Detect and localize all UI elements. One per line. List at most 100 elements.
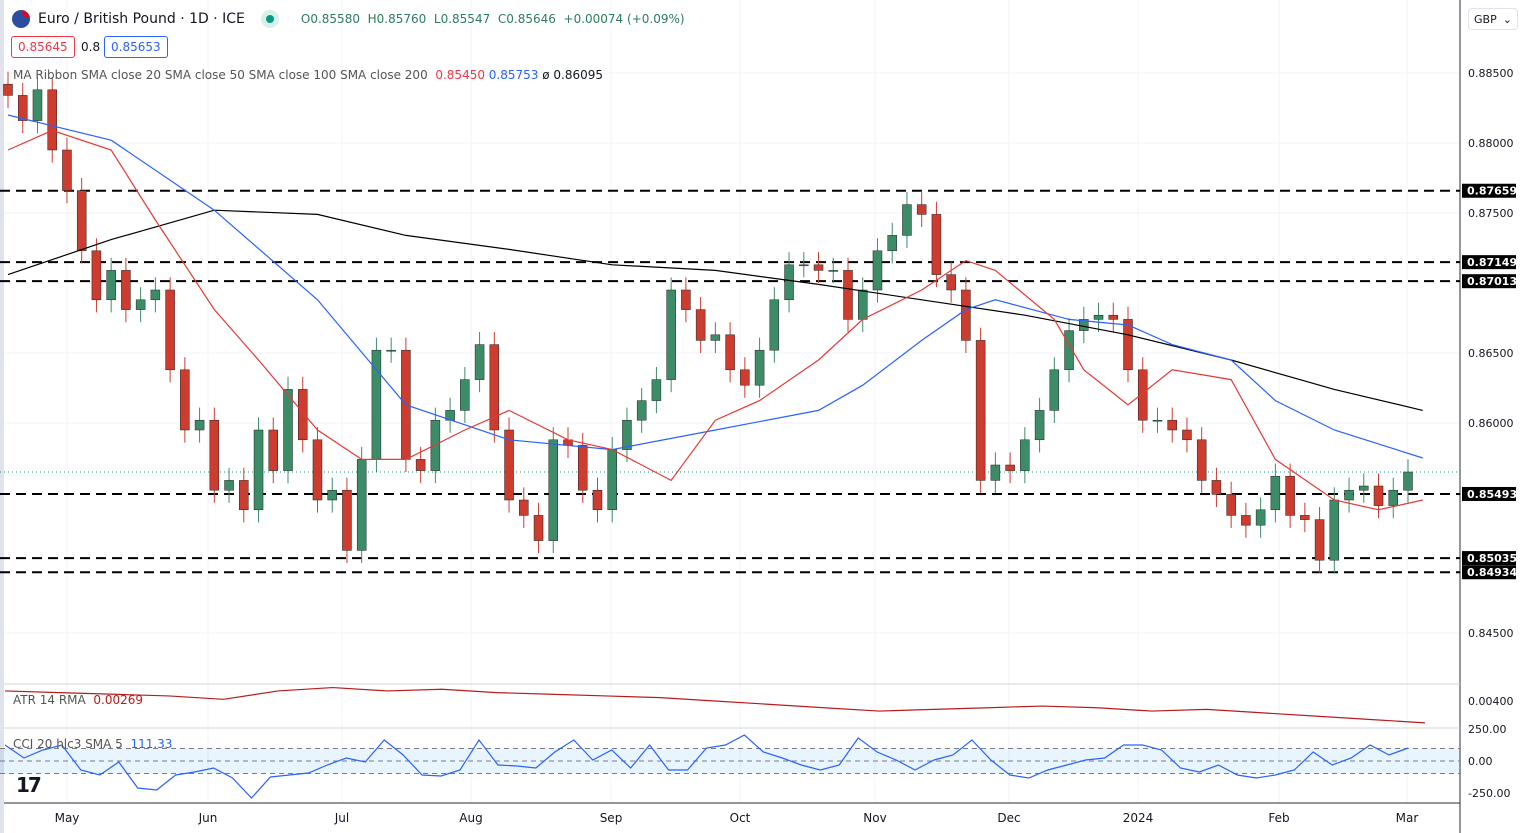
candle-down <box>961 289 971 341</box>
candle-up <box>902 204 912 236</box>
candle-up <box>636 400 647 421</box>
market-open-icon <box>260 10 279 28</box>
candle-up <box>769 299 780 351</box>
candle-down <box>47 89 57 151</box>
candle-up <box>283 389 293 471</box>
candle-up <box>828 270 839 272</box>
candle-down <box>1167 419 1177 431</box>
candle-down <box>813 264 824 271</box>
candle-down <box>17 95 28 121</box>
candle-down <box>725 334 735 371</box>
x-tick-label: Dec <box>997 811 1020 825</box>
candle-up <box>990 464 1001 481</box>
candle-down <box>1226 494 1236 516</box>
level-price-tag <box>1462 274 1516 289</box>
level-price-tag <box>1462 183 1516 198</box>
candle-down <box>1373 485 1384 506</box>
candle-up <box>430 419 441 471</box>
candle-down <box>121 270 131 310</box>
sma50-line <box>7 114 1423 459</box>
candle-up <box>253 429 264 511</box>
candle-down <box>165 289 175 371</box>
sell-price-button[interactable]: 0.85645 <box>11 36 75 58</box>
candle-down <box>843 270 853 320</box>
candle-down <box>533 515 544 541</box>
level-price-tag <box>1462 486 1516 501</box>
candle-up <box>386 349 396 352</box>
candle-down <box>268 429 279 471</box>
candle-up <box>32 89 43 121</box>
ma-ribbon-legend[interactable]: MA Ribbon SMA close 20 SMA close 50 SMA … <box>13 68 604 82</box>
candle-down <box>975 340 986 481</box>
sma20-line <box>7 129 1423 511</box>
eur-gbp-flag-icon <box>12 10 30 28</box>
cci-line <box>4 734 1409 799</box>
x-tick-label: Nov <box>863 811 886 825</box>
candle-up <box>548 439 559 541</box>
y-tick-label: 0.88000 <box>1468 137 1514 150</box>
candle-up <box>1049 369 1060 411</box>
candle-down <box>1123 319 1133 371</box>
candle-down <box>519 499 529 516</box>
candle-up <box>327 489 337 501</box>
candle-up <box>106 270 116 301</box>
atr-legend[interactable]: ATR 14 RMA 0.00269 <box>13 693 144 707</box>
candle-up <box>135 299 146 310</box>
candle-down <box>1196 439 1207 481</box>
candle-down <box>931 214 942 275</box>
left-edge <box>0 0 4 833</box>
candle-down <box>1285 475 1295 516</box>
candle-down <box>209 419 220 491</box>
candle-down <box>1241 515 1251 526</box>
level-price-tag <box>1462 551 1516 566</box>
level-price-label: 0.85493 <box>1467 488 1517 501</box>
candle-down <box>489 344 500 431</box>
y-tick-label: 0.86500 <box>1468 347 1514 360</box>
candle-up <box>666 289 676 380</box>
candle-up <box>887 235 897 252</box>
x-tick-label: May <box>55 811 80 825</box>
candle-down <box>681 289 691 310</box>
spread-value: 0.8 <box>81 40 101 54</box>
x-tick-label: Mar <box>1396 811 1419 825</box>
candle-up <box>799 264 809 267</box>
currency-selector[interactable]: GBP ⌄ <box>1468 8 1518 30</box>
buy-price-button[interactable]: 0.85653 <box>104 36 168 58</box>
candle-up <box>754 349 765 386</box>
candle-up <box>1388 489 1399 506</box>
candle-up <box>784 264 794 301</box>
level-price-label: 0.87659 <box>1467 185 1517 198</box>
symbol-title[interactable]: Euro / British Pound · 1D · ICE <box>38 11 245 27</box>
y-tick-label: 0.88500 <box>1468 67 1514 80</box>
candle-down <box>946 274 956 291</box>
candle-down <box>504 429 514 501</box>
candle-up <box>1020 439 1030 471</box>
y-tick-label: 0.86000 <box>1468 417 1514 430</box>
cci-tick-label: -250.00 <box>1468 787 1510 800</box>
candle-up <box>1270 475 1281 511</box>
level-price-label: 0.84934 <box>1467 566 1517 579</box>
candle-up <box>622 419 632 450</box>
candle-down <box>1211 480 1222 495</box>
ohlc-values: O0.85580 H0.85760 L0.85547 C0.85646 +0.0… <box>300 12 685 26</box>
candle-up <box>460 379 470 411</box>
candle-down <box>1108 314 1119 320</box>
x-tick-label: Sep <box>600 811 623 825</box>
candle-down <box>3 83 13 96</box>
candle-down <box>180 369 190 431</box>
x-tick-label: Aug <box>459 811 482 825</box>
candle-down <box>91 250 102 301</box>
candle-up <box>710 334 721 341</box>
symbol-legend: Euro / British Pound · 1D · ICE O0.85580… <box>12 10 685 28</box>
candle-down <box>1005 464 1015 471</box>
x-tick-label: Feb <box>1268 811 1289 825</box>
y-tick-label: 0.84500 <box>1468 627 1514 640</box>
level-price-tag <box>1462 255 1516 270</box>
tradingview-logo[interactable]: 17 <box>16 773 42 797</box>
cci-legend[interactable]: CCI 20 hlc3 SMA 5 111.33 <box>13 737 173 751</box>
x-tick-label: Oct <box>730 811 751 825</box>
candle-down <box>695 309 706 341</box>
level-price-label: 0.85035 <box>1467 552 1517 565</box>
